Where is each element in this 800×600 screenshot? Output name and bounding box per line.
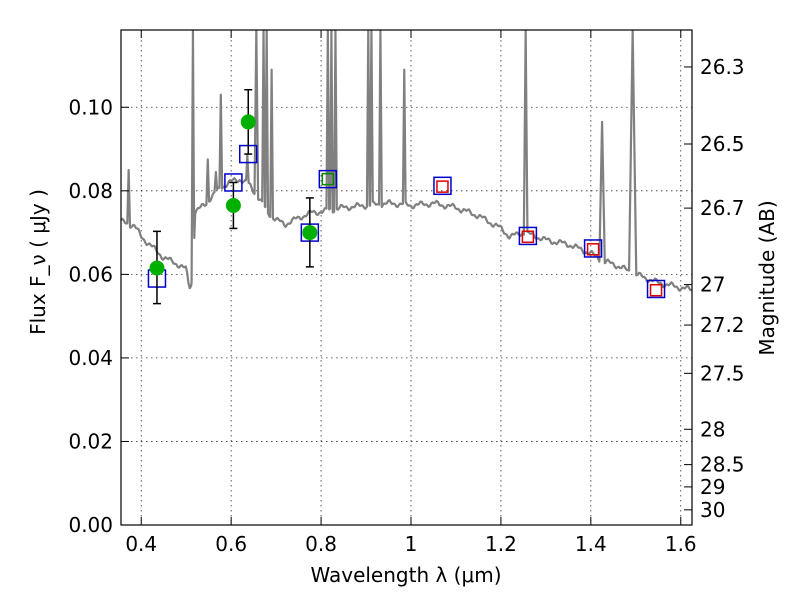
y2-tick-label: 26.5 — [700, 132, 745, 156]
model-point-square — [518, 226, 538, 246]
y2-tick-label: 28 — [700, 417, 725, 441]
x-tick-label: 1.6 — [665, 532, 697, 556]
model-point-square — [318, 169, 338, 189]
y2-tick-label: 30 — [700, 498, 725, 522]
y2-tick-label: 27.2 — [700, 313, 745, 337]
x-tick-label: 1 — [405, 532, 418, 556]
y-tick-label: 0.10 — [68, 95, 113, 119]
x-axis-title: Wavelength λ (μm) — [310, 563, 501, 587]
model-point-square — [586, 243, 600, 256]
y2-tick-label: 27.5 — [700, 361, 745, 385]
y-axis-title: Flux F_ν ( μJy ) — [26, 189, 50, 335]
y-tick-label: 0.04 — [68, 346, 113, 370]
y2-axis-title: Magnitude (AB) — [755, 200, 779, 355]
y-tick-label: 0.08 — [68, 179, 113, 203]
x-tick-label: 0.8 — [305, 532, 337, 556]
plot-frame — [120, 29, 693, 526]
y2-tick-label: 26.7 — [700, 196, 745, 220]
y2-tick-label: 26.3 — [700, 55, 745, 79]
x-tick-label: 1.4 — [575, 532, 607, 556]
y2-tick-label: 28.5 — [700, 453, 745, 477]
model-point-square — [646, 279, 666, 299]
y-tick-label: 0.06 — [68, 262, 113, 286]
y-tick-label: 0.02 — [68, 429, 113, 453]
model-point-square — [321, 172, 335, 186]
tick-layer: 0.4 0.6 0.8 1 1.2 1.4 1.6 0.00 0.02 0.04 0.06 0.08 0… — [68, 30, 745, 556]
y2-tick-label: 29 — [700, 475, 725, 499]
observed-point — [225, 197, 241, 213]
model-point-square — [436, 180, 449, 193]
x-tick-label: 0.4 — [125, 532, 157, 556]
model-point-square — [649, 283, 663, 297]
observed-point — [240, 114, 256, 130]
model-point-square — [521, 230, 535, 244]
y2-tick-label: 27 — [700, 273, 725, 297]
model-point-square — [433, 176, 452, 196]
x-tick-label: 1.2 — [485, 532, 517, 556]
observed-point — [302, 225, 318, 241]
observed-point — [149, 260, 165, 276]
y-tick-label: 0.00 — [68, 513, 113, 537]
plot-layer — [121, 30, 692, 305]
x-tick-label: 0.6 — [215, 532, 247, 556]
model-point-square — [583, 239, 603, 258]
